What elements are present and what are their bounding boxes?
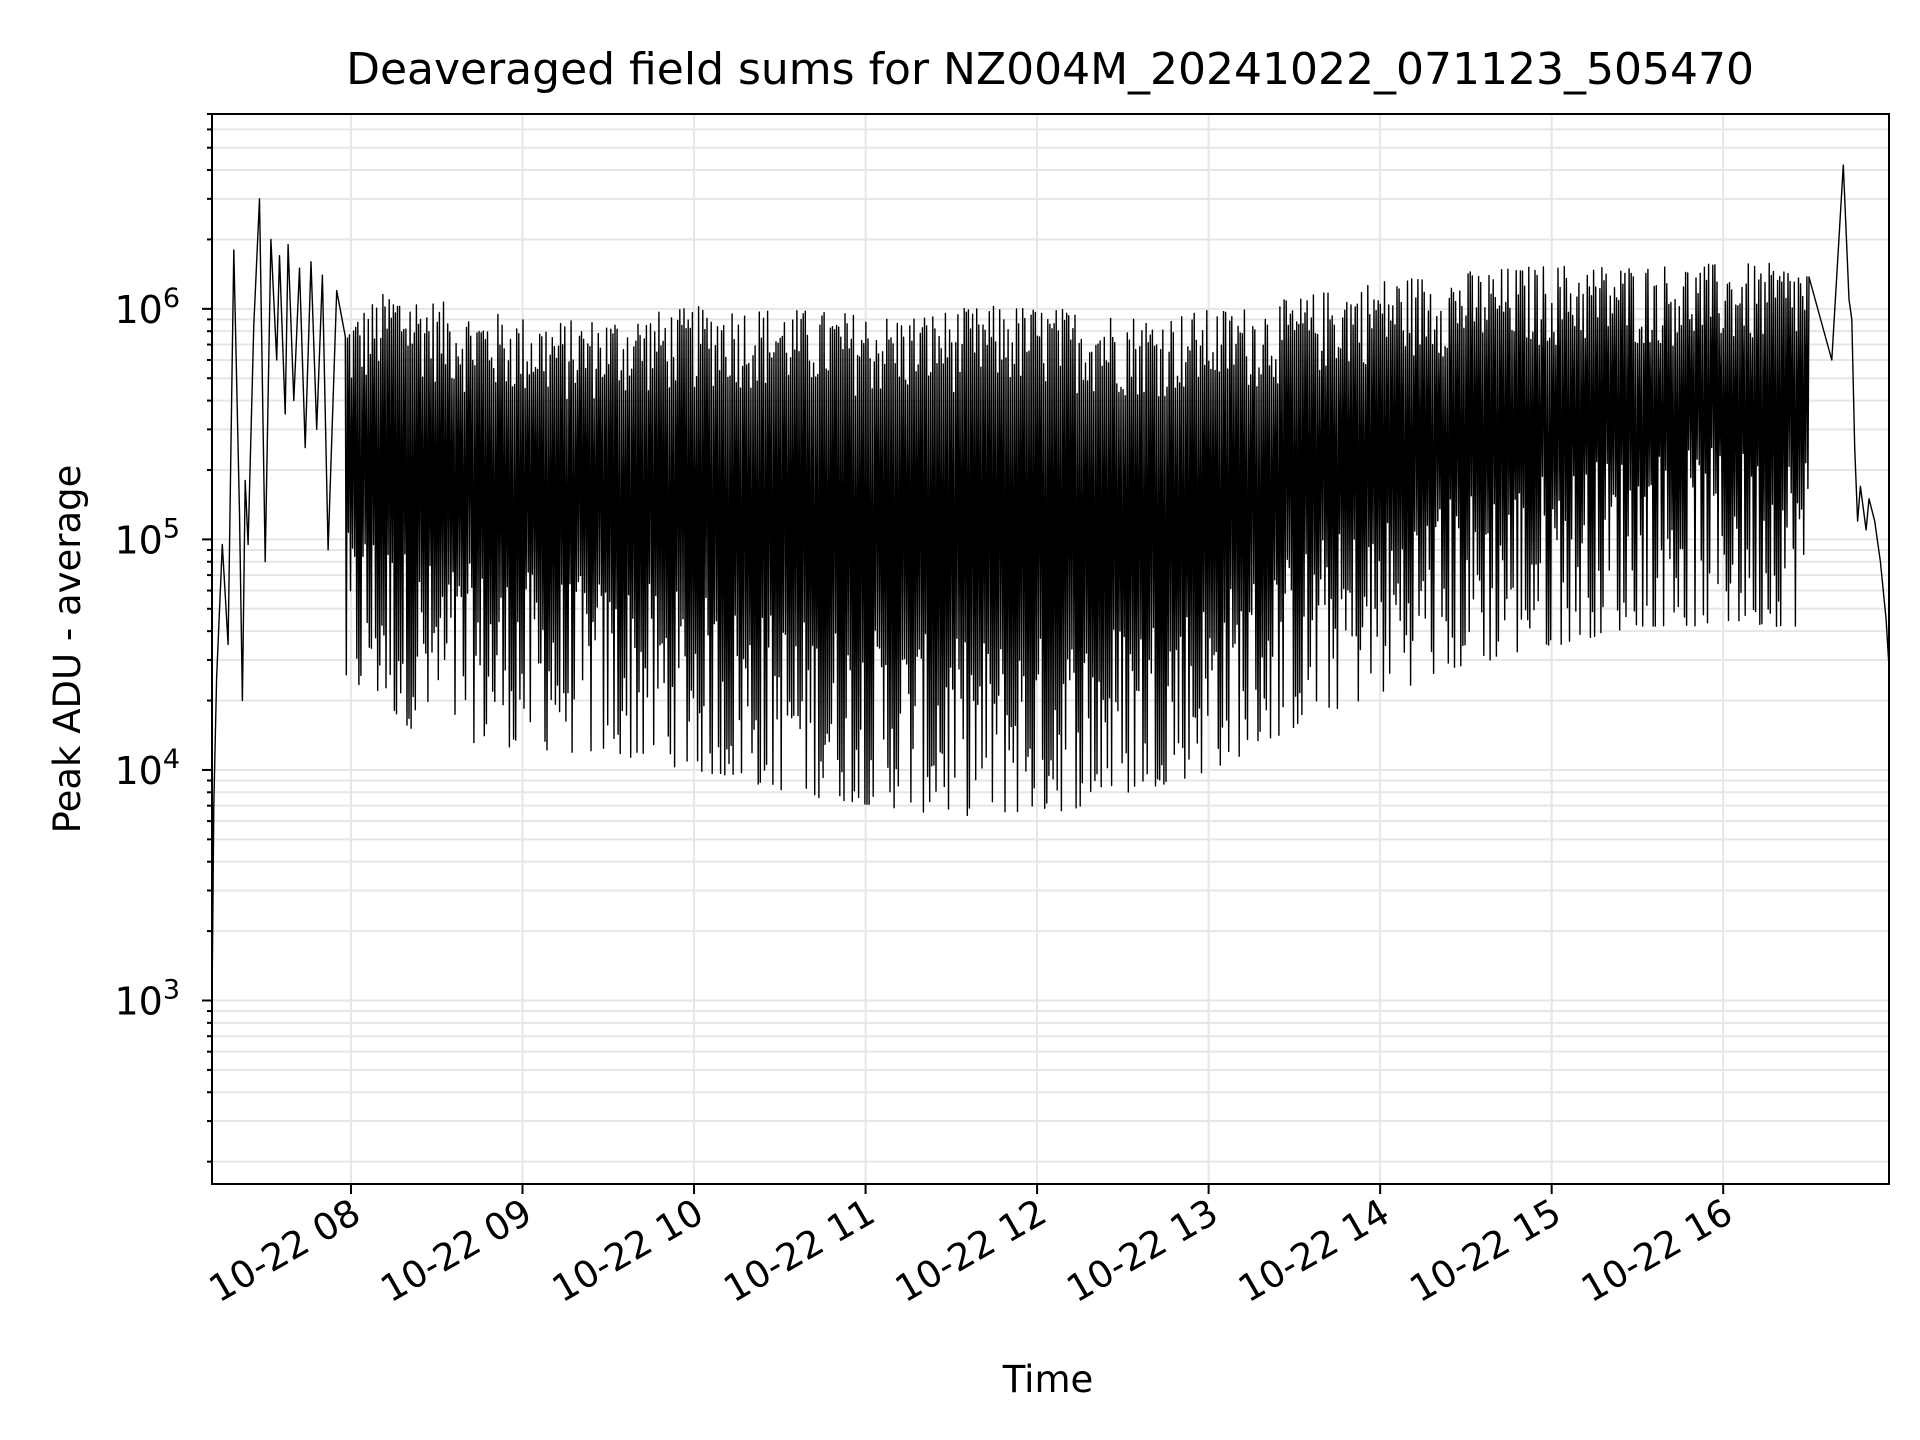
plot-frame bbox=[211, 113, 1890, 1185]
y-tick-label: 103 bbox=[114, 975, 180, 1024]
y-tick-label: 105 bbox=[114, 513, 180, 562]
x-axis-label: Time bbox=[1002, 1358, 1094, 1401]
y-tick-label: 106 bbox=[114, 283, 180, 332]
y-axis-label: Peak ADU - average bbox=[46, 465, 89, 834]
y-axis-ticks: 103 104 105 106 bbox=[114, 113, 212, 1163]
series-line bbox=[211, 164, 1890, 975]
chart-title: Deaveraged field sums for NZ004M_2024102… bbox=[346, 44, 1754, 95]
y-tick-label: 104 bbox=[114, 744, 180, 793]
data-series bbox=[211, 164, 1890, 975]
